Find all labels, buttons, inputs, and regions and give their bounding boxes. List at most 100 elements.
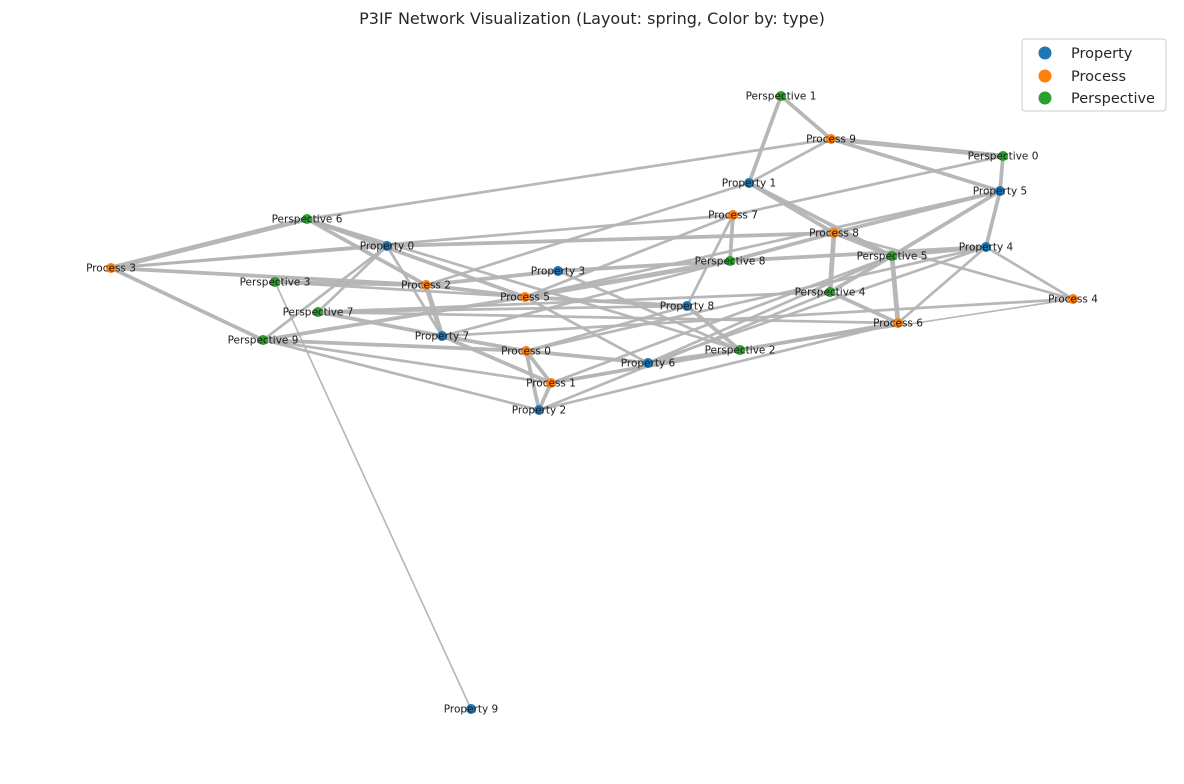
node-property-0 (382, 241, 392, 251)
edge-perspective-7-property-0 (316, 244, 389, 314)
node-process-5 (520, 292, 530, 302)
node-perspective-8 (725, 256, 735, 266)
edge-process-8-perspective-8 (728, 231, 836, 263)
edge-perspective-9-process-1 (261, 338, 553, 385)
edge-perspective-0-property-5 (998, 154, 1005, 193)
legend-process-label: Process (1071, 69, 1126, 85)
edge-property-0-property-7 (385, 244, 444, 338)
edge-perspective-1-property-1 (747, 94, 783, 185)
edge-perspective-3-process-5 (273, 280, 527, 299)
node-perspective-4 (825, 287, 835, 297)
edge-property-1-process-2 (424, 181, 751, 287)
node-label-process-8: Process 8 (809, 228, 859, 240)
edge-property-7-process-0 (440, 334, 528, 353)
node-label-perspective-7: Perspective 7 (283, 307, 354, 319)
node-label-property-4: Property 4 (959, 242, 1014, 254)
node-label-perspective-0: Perspective 0 (968, 151, 1039, 163)
node-property-9 (466, 704, 476, 714)
edge-property-6-perspective-5 (646, 254, 894, 365)
edge-property-3-process-2 (424, 269, 560, 287)
legend-property-marker (1038, 46, 1052, 60)
edge-process-9-perspective-0 (828, 136, 1006, 159)
edge-perspective-9-property-0 (261, 244, 389, 342)
node-label-property-0: Property 0 (360, 241, 414, 253)
edge-perspective-6-process-2 (305, 217, 428, 287)
edge-perspective-6-process-3 (108, 216, 310, 271)
edge-perspective-0-process-7 (731, 154, 1005, 217)
node-label-property-7: Property 7 (415, 331, 469, 343)
node-label-process-5: Process 5 (500, 292, 550, 304)
edge-process-3-property-0 (109, 244, 389, 270)
node-property-4 (981, 242, 991, 252)
node-label-process-9: Process 9 (806, 134, 856, 146)
edge-property-4-process-6 (896, 245, 988, 325)
edge-process-8-property-0 (385, 231, 836, 248)
node-perspective-9 (258, 335, 268, 345)
legend-property-label: Property (1071, 46, 1133, 62)
edge-process-0-property-2 (524, 349, 541, 412)
node-process-7 (728, 210, 738, 220)
node-label-process-3: Process 3 (86, 263, 136, 275)
nodes-layer (106, 91, 1078, 714)
legend-perspective-marker (1038, 91, 1052, 105)
node-label-property-9: Property 9 (444, 704, 498, 716)
edge-process-0-process-1 (524, 349, 553, 385)
edge-perspective-5-process-6 (889, 253, 901, 326)
node-label-property-6: Property 6 (621, 358, 676, 370)
edge-property-4-process-0 (524, 245, 988, 353)
edge-property-8-process-0 (524, 304, 689, 353)
edge-perspective-9-process-5 (261, 295, 527, 342)
legend-frame (1021, 38, 1167, 112)
edge-perspective-8-property-3 (556, 259, 732, 273)
node-label-perspective-3: Perspective 3 (240, 277, 311, 289)
node-property-7 (437, 331, 447, 341)
edge-perspective-8-process-5 (522, 258, 733, 300)
node-label-perspective-2: Perspective 2 (705, 345, 776, 357)
node-process-2 (421, 280, 431, 290)
edge-perspective-9-process-0 (261, 338, 528, 353)
node-process-0 (521, 346, 531, 356)
edge-property-5-property-4 (984, 189, 1002, 249)
edge-process-8-process-4 (832, 231, 1075, 301)
node-label-perspective-5: Perspective 5 (857, 251, 928, 263)
node-label-process-0: Process 0 (501, 346, 551, 358)
edge-perspective-9-property-2 (261, 338, 541, 412)
node-perspective-3 (270, 277, 280, 287)
node-property-8 (682, 301, 692, 311)
node-property-2 (534, 405, 544, 415)
node-label-process-1: Process 1 (526, 378, 576, 390)
node-perspective-6 (302, 214, 312, 224)
node-perspective-7 (313, 307, 323, 317)
node-process-9 (826, 134, 836, 144)
legend: Property Process Perspective (1021, 38, 1167, 112)
node-label-process-6: Process 6 (873, 318, 923, 330)
edge-process-0-property-6 (524, 349, 650, 365)
edge-perspective-1-process-9 (779, 94, 833, 141)
edge-process-5-property-8 (523, 295, 689, 308)
chart-title: P3IF Network Visualization (Layout: spri… (359, 9, 825, 28)
edge-process-3-perspective-9 (109, 266, 265, 342)
edge-perspective-3-property-9 (274, 281, 472, 710)
node-label-property-3: Property 3 (531, 266, 585, 278)
node-property-1 (744, 178, 754, 188)
edge-property-8-perspective-2 (685, 304, 742, 352)
node-label-property-2: Property 2 (512, 405, 566, 417)
edge-process-9-property-5 (829, 137, 1002, 193)
node-process-6 (893, 318, 903, 328)
node-perspective-0 (998, 151, 1008, 161)
node-label-property-1: Property 1 (722, 178, 776, 190)
edge-property-6-property-4 (646, 245, 988, 365)
edge-process-7-process-5 (523, 213, 735, 299)
node-process-1 (546, 378, 556, 388)
edge-process-4-property-7 (440, 297, 1075, 338)
node-property-3 (553, 266, 563, 276)
node-label-perspective-9: Perspective 9 (228, 335, 299, 347)
node-label-process-4: Process 4 (1048, 294, 1098, 306)
node-property-5 (995, 186, 1005, 196)
node-label-perspective-1: Perspective 1 (746, 91, 817, 103)
node-label-perspective-6: Perspective 6 (272, 214, 343, 226)
edge-perspective-8-property-7 (440, 259, 732, 338)
node-label-property-8: Property 8 (660, 301, 714, 313)
node-label-perspective-4: Perspective 4 (795, 287, 866, 299)
edge-process-2-process-5 (424, 283, 527, 299)
